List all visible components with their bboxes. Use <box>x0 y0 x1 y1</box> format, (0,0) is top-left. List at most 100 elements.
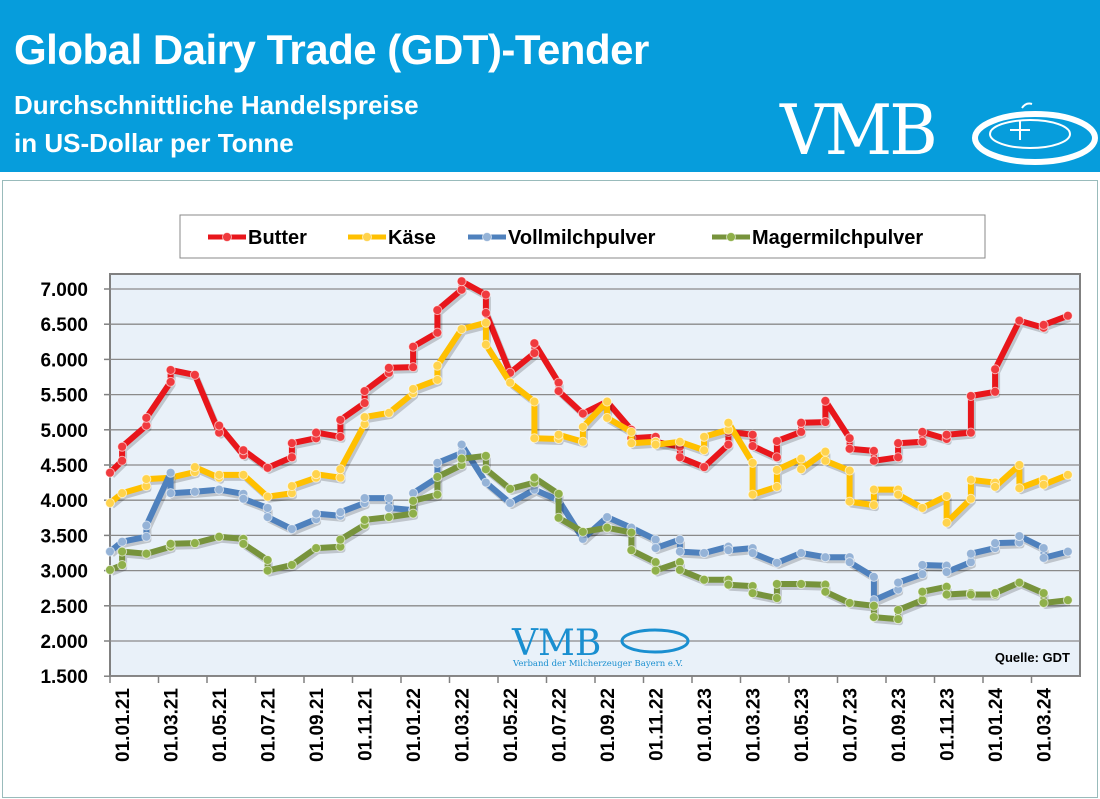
legend-label: Vollmilchpulver <box>508 227 656 249</box>
x-tick-label: 01.03.22 <box>453 688 474 762</box>
x-tick-label: 01.01.22 <box>404 688 425 762</box>
data-point <box>105 498 115 509</box>
data-point <box>650 565 661 576</box>
data-point <box>820 395 831 406</box>
data-point <box>359 398 370 409</box>
data-point <box>723 439 734 450</box>
data-point <box>820 552 831 563</box>
data-point <box>1062 546 1073 557</box>
data-point <box>723 579 734 590</box>
data-point <box>1062 469 1073 480</box>
data-point <box>165 538 176 549</box>
data-point <box>1062 595 1073 606</box>
data-point <box>650 557 661 568</box>
data-point <box>335 414 346 425</box>
data-point <box>602 522 613 533</box>
data-point <box>262 502 273 513</box>
data-point <box>990 386 1001 397</box>
data-point <box>311 508 322 519</box>
x-tick-label: 01.11.21 <box>356 688 377 761</box>
data-point <box>650 439 661 450</box>
data-point <box>214 531 225 542</box>
data-point <box>480 339 491 350</box>
x-tick-label: 01.05.23 <box>792 688 813 762</box>
data-point <box>408 383 419 394</box>
data-point <box>771 436 782 447</box>
data-point <box>1014 315 1025 326</box>
data-point <box>1062 310 1073 321</box>
data-point <box>796 426 807 437</box>
data-point <box>699 445 710 456</box>
data-point <box>553 512 564 523</box>
x-tick-label: 01.01.23 <box>695 688 716 762</box>
y-tick-label: 2.500 <box>40 597 88 618</box>
data-point <box>408 508 419 519</box>
data-point <box>262 512 273 523</box>
data-point <box>917 569 928 580</box>
data-point <box>165 467 176 478</box>
data-point <box>480 450 491 461</box>
data-point <box>529 472 540 483</box>
data-point <box>335 507 346 518</box>
x-tick-label: 01.03.24 <box>1035 688 1056 762</box>
data-point <box>917 436 928 447</box>
data-point <box>432 305 443 316</box>
data-point <box>1038 479 1049 490</box>
data-point <box>965 557 976 568</box>
data-point <box>868 455 879 466</box>
data-point <box>990 481 1001 492</box>
watermark-swirl-icon <box>620 628 690 654</box>
data-point <box>359 493 370 504</box>
data-point <box>723 417 734 428</box>
data-point <box>311 427 322 438</box>
data-point <box>699 548 710 558</box>
data-point <box>1014 577 1025 588</box>
data-point <box>165 376 176 387</box>
data-point <box>626 527 637 538</box>
legend-label: Butter <box>248 227 307 249</box>
data-point <box>990 364 1001 375</box>
legend-item-magermilchpulver: Magermilchpulver <box>712 227 923 249</box>
x-tick-label: 01.07.21 <box>259 688 280 762</box>
data-point <box>868 571 879 582</box>
data-point <box>577 421 588 432</box>
subtitle-line-2: in US-Dollar per Tonne <box>14 128 294 158</box>
data-point <box>408 495 419 506</box>
x-tick-label: 01.03.21 <box>162 688 183 762</box>
data-point <box>844 496 855 507</box>
data-point <box>141 531 152 542</box>
data-point <box>796 417 807 428</box>
data-point <box>335 534 346 545</box>
data-point <box>383 407 394 418</box>
data-point <box>917 586 928 597</box>
data-point <box>820 586 831 597</box>
data-point <box>1038 319 1049 330</box>
data-point <box>626 438 637 449</box>
data-point <box>262 462 273 473</box>
data-point <box>747 489 758 500</box>
data-point <box>941 429 952 440</box>
data-point <box>917 559 928 570</box>
data-point <box>238 469 249 480</box>
data-point <box>893 438 904 449</box>
x-tick-label: 01.07.22 <box>550 688 571 762</box>
data-point <box>820 455 831 466</box>
data-point <box>359 386 370 397</box>
data-point <box>747 440 758 451</box>
data-point <box>383 502 394 513</box>
data-point <box>432 374 443 385</box>
data-point <box>117 441 128 452</box>
data-point <box>893 577 904 588</box>
data-point <box>796 464 807 475</box>
data-point <box>432 327 443 338</box>
data-point <box>917 595 928 606</box>
data-point <box>456 276 467 287</box>
y-tick-label: 5.500 <box>40 386 88 407</box>
data-point <box>771 481 782 492</box>
data-point <box>626 426 637 437</box>
plot-area <box>109 273 1081 677</box>
data-point <box>650 534 661 545</box>
data-point <box>1014 483 1025 494</box>
data-point <box>771 578 782 589</box>
data-point <box>844 443 855 454</box>
